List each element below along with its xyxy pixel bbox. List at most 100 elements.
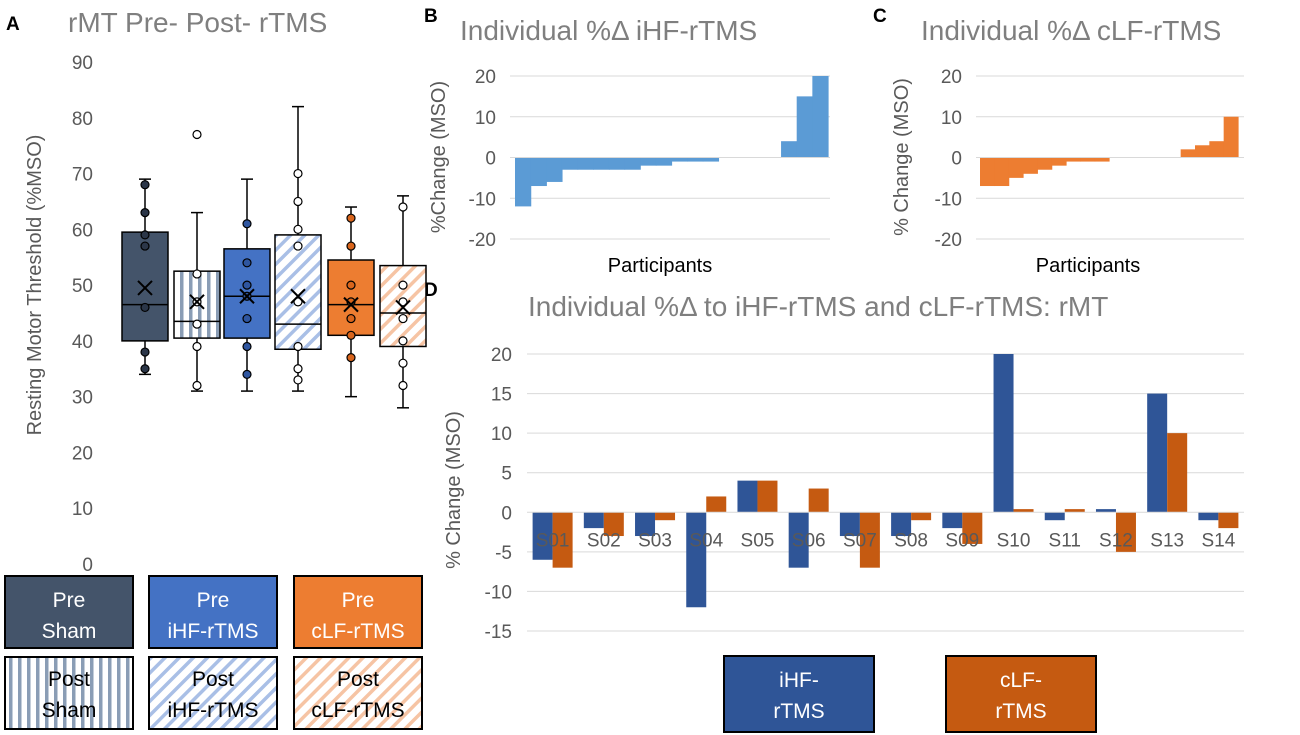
legend-swatch-post-clf	[293, 656, 423, 730]
legend-label: Sham	[42, 620, 97, 643]
chart-b-bar	[687, 157, 704, 162]
box-mean-marker	[343, 296, 359, 313]
legend-label: cLF-rTMS	[311, 620, 404, 643]
chart-b-bar	[702, 157, 720, 162]
chart-b-bar	[593, 157, 610, 170]
chart-d-ytick-label: 5	[501, 464, 512, 485]
legend-label: iHF-rTMS	[168, 699, 259, 722]
legend-d: iHF- rTMS cLF- rTMS	[723, 655, 1097, 733]
chart-a-ytick-label: 20	[72, 443, 93, 464]
chart-b-bar	[812, 76, 829, 158]
chart-b-bar	[624, 157, 641, 170]
chart-c-ylabel: % Change (MSO)	[891, 78, 913, 236]
chart-b-bar	[781, 141, 798, 158]
chart-d-ylabel: % Change (MSO)	[443, 411, 465, 569]
chart-d-bar-clf-rtms	[1167, 433, 1188, 513]
chart-b-ytick-label: -10	[469, 189, 496, 210]
box-data-point	[140, 364, 150, 374]
legend-label: rTMS	[773, 700, 824, 723]
chart-b-bar	[546, 157, 563, 182]
box-data-point	[293, 196, 303, 207]
legend-swatch-pre-sham	[4, 575, 134, 649]
chart-b-bar	[608, 157, 626, 170]
chart-c-bar	[1080, 157, 1096, 162]
box-data-point	[398, 313, 408, 324]
chart-d-xtick-label: S13	[1150, 530, 1184, 551]
chart-a-ytick-label: 90	[72, 53, 93, 74]
chart-d-title: Individual %Δ to iHF-rTMS and cLF-rTMS: …	[528, 291, 1108, 322]
chart-d-bar-clf-rtms	[603, 512, 624, 537]
chart-a-ytick-label: 50	[72, 276, 93, 297]
chart-c-xlabel: Participants	[1036, 255, 1141, 277]
chart-a-title: rMT Pre- Post- rTMS	[68, 7, 327, 38]
box-data-point	[140, 230, 150, 240]
chart-d-bar-ihf-rtms	[942, 512, 963, 529]
chart-c-title: Individual %Δ cLF-rTMS	[921, 15, 1221, 46]
chart-b-bar	[561, 157, 579, 170]
box-data-point	[293, 241, 303, 251]
chart-d-bar-clf-rtms	[706, 496, 727, 513]
chart-d-xtick-label: S07	[843, 530, 877, 551]
chart-d-bar-ihf-rtms	[1095, 509, 1116, 513]
box-data-point	[140, 241, 150, 251]
box-data-point	[192, 380, 202, 391]
chart-a-ytick-label: 30	[72, 388, 93, 409]
chart-b-bar	[796, 96, 813, 158]
chart-a-ytick-label: 40	[72, 332, 93, 353]
legend-label: Pre	[53, 589, 86, 612]
chart-b-ytick-label: 10	[475, 108, 496, 129]
box-data-point	[346, 330, 356, 340]
legend-swatch-clf	[945, 655, 1097, 733]
chart-c-bars: -20 -10 0 10 20	[935, 67, 1244, 251]
chart-b-bar	[577, 157, 594, 170]
chart-d-bar-clf-rtms	[1218, 512, 1239, 529]
box-mean-marker	[395, 299, 411, 316]
chart-d-ytick-label: 15	[491, 385, 512, 406]
chart-a-ytick-label: 10	[72, 499, 93, 520]
box-data-point	[192, 341, 202, 352]
chart-d-bars: -15 -10 -5 0 5 10 15 20 S01 S02 S03 S04 S05 S06 S07 S08…	[485, 345, 1244, 643]
box-data-point	[140, 302, 150, 313]
legend-swatch-pre-clf	[293, 575, 423, 649]
chart-d-xtick-label: S05	[741, 530, 775, 551]
legend-swatch-pre-ihf	[148, 575, 278, 649]
chart-d-xtick-label: S03	[638, 530, 672, 551]
chart-d-bar-ihf-rtms	[635, 512, 656, 537]
chart-d-bar-clf-rtms	[1013, 509, 1034, 513]
box-data-point	[346, 313, 356, 324]
box-data-point	[293, 224, 303, 234]
box-mean-marker	[137, 280, 153, 296]
box-data-point	[398, 380, 408, 391]
chart-d-bar-clf-rtms	[655, 512, 676, 521]
chart-b-bar	[671, 157, 688, 162]
chart-c-bar	[1094, 157, 1110, 162]
chart-d-bar-ihf-rtms	[1147, 393, 1168, 513]
chart-a-ytick-label: 0	[82, 555, 93, 576]
box-data-point	[346, 353, 356, 363]
panel-letter-c: C	[873, 6, 887, 27]
legend-label: iHF-	[779, 669, 819, 692]
legend-swatch-post-sham	[4, 656, 134, 730]
panel-letter-b: B	[424, 6, 438, 27]
box-data-point	[398, 202, 408, 212]
chart-c-bar	[1051, 157, 1067, 166]
box-data-point	[293, 168, 303, 179]
box-data-point	[398, 336, 408, 346]
chart-d-xtick-label: S10	[997, 530, 1031, 551]
chart-d-bar-clf-rtms	[552, 512, 573, 568]
legend-a: Pre Sham Pre iHF-rTMS Pre cLF-rTMS Post …	[4, 575, 423, 730]
chart-c-ytick-label: -20	[935, 230, 962, 251]
chart-d-bar-ihf-rtms	[839, 512, 860, 537]
chart-d-bar-ihf-rtms	[1044, 512, 1065, 521]
chart-c-bar	[1209, 141, 1225, 158]
box-data-point	[140, 347, 150, 357]
box-data-point	[398, 297, 408, 307]
chart-c-bar	[1223, 116, 1239, 158]
legend-label: iHF-rTMS	[168, 620, 259, 643]
box-mean-marker	[290, 288, 306, 304]
chart-d-bar-ihf-rtms	[737, 480, 758, 513]
box-data-point	[140, 180, 150, 190]
chart-c-ytick-label: 0	[951, 149, 962, 170]
chart-a-ylabel: Resting Motor Threshold (%MSO)	[24, 135, 46, 436]
legend-label: Pre	[342, 589, 375, 612]
